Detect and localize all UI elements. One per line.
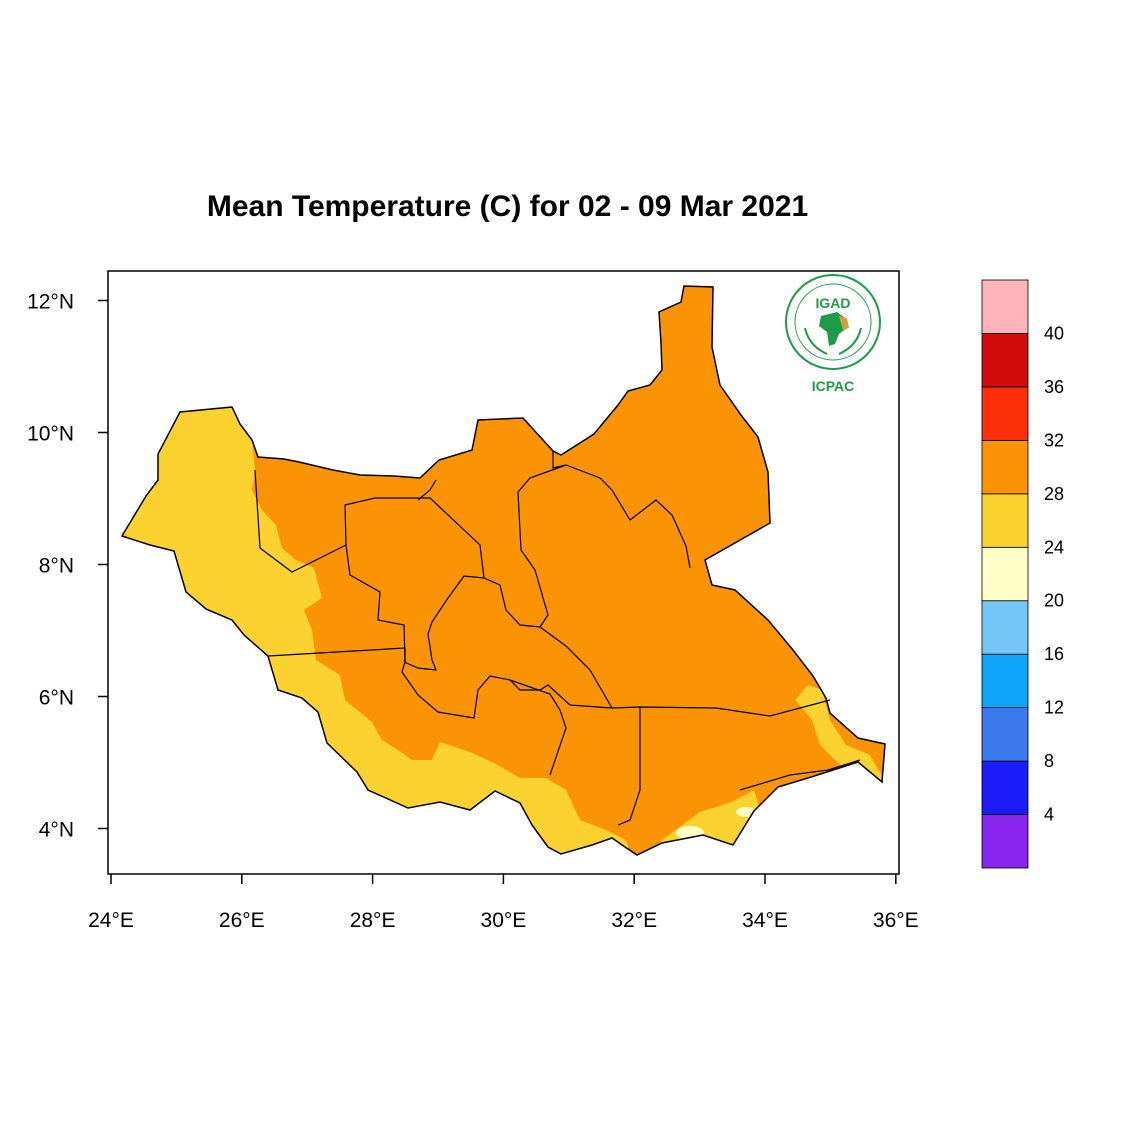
colorbar-swatch [981,814,1029,869]
logo-ring-inner [794,283,872,361]
logo-bottom-text: ICPAC [812,378,855,394]
x-tick-label: 26°E [219,909,265,932]
colorbar-swatch [981,279,1029,334]
icpac-logo: IGAD ICPAC [785,274,881,394]
colorbar-label: 24 [1044,537,1064,557]
colorbar-swatch [981,707,1029,762]
x-axis: 24°E 26°E 28°E 30°E 32°E 34°E 36°E [88,874,919,932]
colorbar-label: 16 [1044,644,1064,664]
colorbar-label: 12 [1044,698,1064,718]
y-tick-label: 8°N [39,555,74,578]
y-tick-label: 12°N [27,291,74,314]
colorbar-swatch [981,386,1029,441]
colorbar-label: 36 [1044,377,1064,397]
colorbar-label: 20 [1044,591,1064,611]
map-title: Mean Temperature (C) for 02 - 09 Mar 202… [206,190,809,223]
colorbar: 4 8 12 16 20 24 28 32 36 40 [981,279,1064,869]
x-tick-label: 34°E [742,909,788,932]
colorbar-swatch [981,760,1029,815]
x-tick-label: 32°E [611,909,657,932]
y-tick-label: 10°N [27,423,74,446]
state-boundaries [254,451,861,826]
africa-map-icon [819,312,847,346]
y-axis: 4°N 6°N 8°N 10°N 12°N [27,291,108,842]
colorbar-label: 40 [1044,323,1064,343]
colorbar-label: 28 [1044,484,1064,504]
laurel-right-icon [838,327,862,355]
igad-region-icon [839,316,849,330]
x-tick-label: 28°E [350,909,396,932]
colorbar-swatch [981,439,1029,495]
colorbar-swatch [981,653,1029,709]
temperature-field [122,286,885,855]
x-tick-label: 36°E [873,909,919,932]
colorbar-swatch [981,546,1029,602]
colorbar-swatch [981,333,1029,388]
y-tick-label: 6°N [39,687,74,710]
y-tick-label: 4°N [39,819,74,842]
laurel-left-icon [804,327,828,355]
temperature-band-24-28-east [795,685,885,790]
colorbar-label: 8 [1044,751,1054,771]
colorbar-swatch [981,493,1029,548]
x-tick-label: 24°E [88,909,134,932]
colorbar-swatch [981,600,1029,655]
colorbar-label: 32 [1044,430,1064,450]
logo-top-text: IGAD [816,295,851,311]
x-tick-label: 30°E [481,909,527,932]
colorbar-label: 4 [1044,805,1054,825]
country-outline [120,285,886,856]
